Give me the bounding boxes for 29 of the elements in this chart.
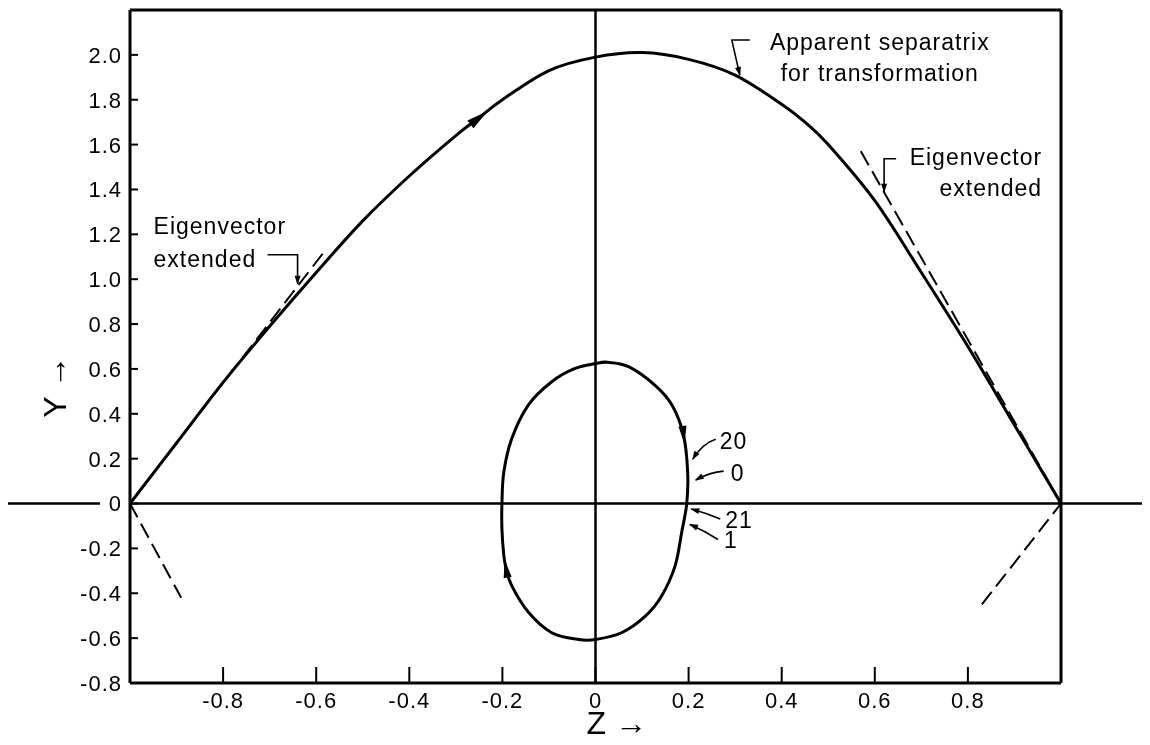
y-tick-label: -0.4: [80, 581, 122, 607]
y-tick-label: 1.6: [88, 132, 122, 158]
y-tick-label: 2.0: [88, 42, 122, 68]
y-tick-label: -0.2: [80, 536, 122, 562]
y-tick-label: -0.6: [80, 626, 122, 652]
x-tick-label: 0.6: [858, 687, 892, 713]
y-tick-label: 1.2: [88, 222, 122, 248]
y-tick-label: 1.4: [88, 177, 122, 203]
annotation: Eigenvector extended: [909, 143, 1043, 201]
y-tick-label: 1.0: [88, 267, 122, 293]
annotation: Apparent separatrix for transformation: [769, 29, 990, 87]
annotation: 0: [730, 460, 745, 487]
y-axis-title: Y →: [37, 356, 73, 418]
y-tick-label: 0.8: [88, 311, 122, 337]
x-tick-label: -0.8: [202, 687, 245, 713]
y-tick-label: 0.6: [88, 356, 122, 382]
y-tick-label: 1.8: [88, 87, 122, 113]
annotation: Eigenvector extended: [153, 212, 287, 272]
x-tick-label: 0.4: [764, 687, 799, 713]
y-tick-label: 0: [108, 491, 122, 517]
y-tick-label: 0.2: [88, 446, 122, 472]
annotation: 20: [719, 428, 748, 455]
x-tick-label: 0.8: [951, 687, 985, 713]
y-tick-label: 0.4: [88, 401, 122, 427]
y-tick-label: -0.8: [80, 670, 122, 696]
x-tick-label: -0.6: [295, 687, 338, 713]
x-tick-label: 0.2: [671, 687, 706, 713]
x-tick-label: -0.4: [388, 687, 431, 713]
x-tick-label: -0.2: [481, 687, 524, 713]
